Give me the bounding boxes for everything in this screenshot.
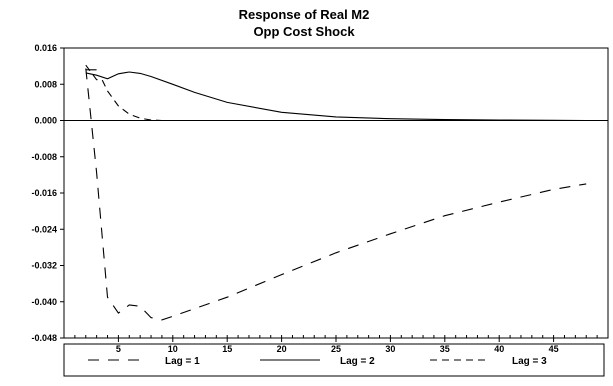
- x-tick-label: 25: [331, 344, 341, 354]
- y-tick-label: -0.032: [31, 261, 57, 271]
- legend-label-lag-1: Lag = 1: [165, 356, 200, 367]
- legend: [63, 343, 605, 377]
- series-line-lag-2: [85, 71, 587, 122]
- x-tick-label: 30: [385, 344, 395, 354]
- y-tick-label: -0.008: [31, 152, 57, 162]
- legend-label-lag-3: Lag = 3: [512, 356, 547, 367]
- x-axis: 5 10 15 20 25 30 35 40 45: [74, 335, 598, 354]
- x-tick-label: 20: [277, 344, 287, 354]
- y-tick-label: 0.000: [34, 116, 57, 126]
- y-tick-label: -0.040: [31, 297, 57, 307]
- x-tick-label: 10: [168, 344, 178, 354]
- x-tick-label: 45: [549, 344, 559, 354]
- y-axis: 0.016 0.008 0.000 -0.008 -0.016 -0.024 -0.032 -…: [31, 43, 64, 343]
- y-tick-label: 0.016: [34, 43, 57, 53]
- chart-title: Response of Real M2: [239, 7, 370, 22]
- series-group: [85, 64, 587, 321]
- legend-label-lag-2: Lag = 2: [340, 356, 375, 367]
- legend-items: Lag = 1 Lag = 2 Lag = 3: [88, 356, 547, 367]
- x-tick-label: 15: [222, 344, 232, 354]
- series-line-lag-1: [85, 68, 587, 321]
- x-tick-label: 35: [440, 344, 450, 354]
- chart-subtitle: Opp Cost Shock: [253, 24, 355, 39]
- x-tick-label: 5: [116, 344, 121, 354]
- plot-area-frame: [63, 47, 609, 339]
- series-line-lag-3: [85, 64, 228, 122]
- y-tick-label: 0.008: [34, 79, 57, 89]
- y-tick-label: -0.048: [31, 333, 57, 343]
- x-tick-label: 40: [494, 344, 504, 354]
- y-tick-label: -0.016: [31, 188, 57, 198]
- y-tick-label: -0.024: [31, 224, 57, 234]
